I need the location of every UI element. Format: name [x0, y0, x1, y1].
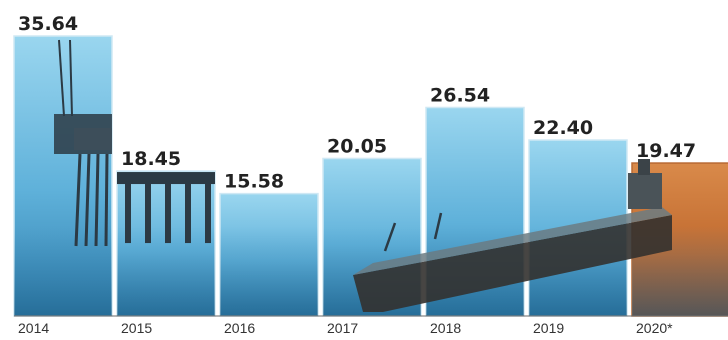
value-label-2015: 18.45: [121, 148, 181, 170]
tick-label-2014: 2014: [18, 320, 49, 336]
bars-group: [13, 35, 728, 317]
value-label-2016: 15.58: [224, 171, 284, 193]
value-label-2014: 35.64: [18, 13, 78, 35]
tick-label-2017: 2017: [327, 320, 358, 336]
value-label-2019: 22.40: [533, 117, 593, 139]
value-labels-group: 35.64 18.45 15.58 20.05 26.54 22.40 19.47: [18, 13, 696, 193]
oil-tanker-icon: [353, 159, 672, 312]
value-label-2017: 20.05: [327, 135, 387, 157]
value-label-2018: 26.54: [430, 84, 490, 106]
tick-label-2019: 2019: [533, 320, 564, 336]
tick-label-2015: 2015: [121, 320, 152, 336]
x-axis-ticks-group: 2014 2015 2016 2017 2018 2019 2020*: [14, 315, 728, 336]
tick-label-2018: 2018: [430, 320, 461, 336]
oil-rig-icon: [54, 39, 215, 247]
tick-label-2020: 2020*: [636, 320, 673, 336]
bar-water-shading-2016: [220, 226, 318, 316]
value-label-2020: 19.47: [636, 140, 696, 162]
oil-imagery-illustration: [54, 39, 672, 312]
tick-label-2016: 2016: [224, 320, 255, 336]
